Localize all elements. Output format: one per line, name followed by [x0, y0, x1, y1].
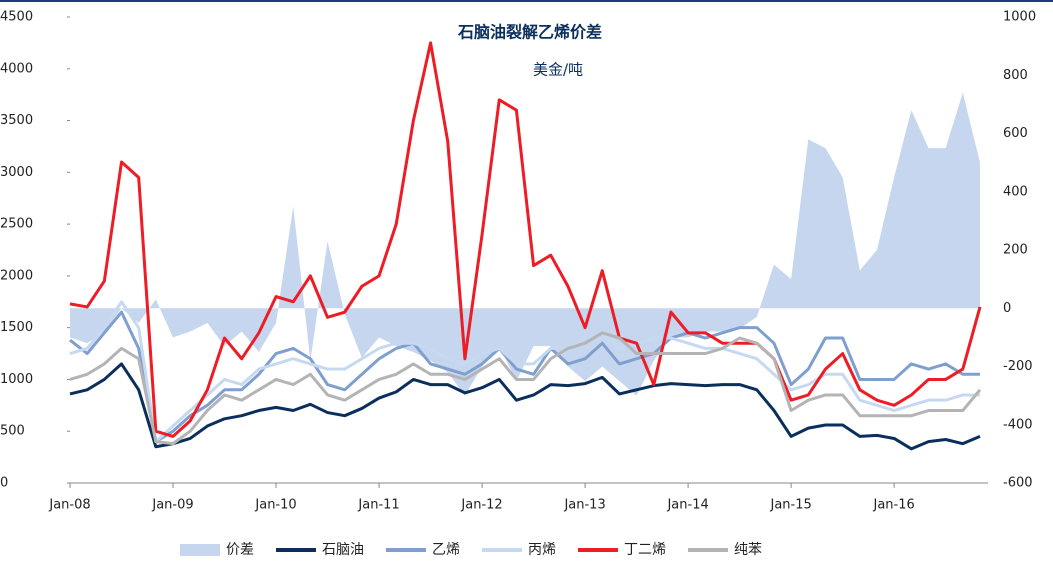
legend-swatch — [180, 544, 220, 556]
line — [69, 331, 982, 446]
plot — [69, 41, 982, 451]
x-tick-label: Jan-11 — [357, 498, 399, 513]
line — [69, 362, 981, 451]
y2-tick-label: -600 — [1003, 476, 1033, 491]
chart-subtitle: 美金/吨 — [533, 61, 583, 79]
legend-label: 石脑油 — [322, 542, 364, 558]
y2-tick-label: 400 — [1003, 184, 1028, 199]
legend-label: 乙烯 — [432, 542, 460, 558]
y-tick-label: 1000 — [0, 372, 33, 387]
legend-label: 纯苯 — [734, 541, 762, 558]
legend-label: 丁二烯 — [624, 542, 666, 558]
y2-tick-label: 1000 — [1003, 10, 1036, 25]
y-tick-label: 2000 — [0, 268, 33, 283]
y-tick-label: 0 — [0, 476, 8, 491]
x-tick-label: Jan-12 — [460, 498, 502, 513]
x-tick-label: Jan-13 — [563, 498, 605, 513]
x-tick-label: Jan-10 — [254, 498, 296, 513]
x-tick-label: Jan-09 — [151, 498, 193, 513]
line — [69, 310, 980, 444]
y2-tick-label: -200 — [1003, 359, 1033, 374]
area — [70, 92, 980, 396]
y-tick-label: 1500 — [0, 320, 33, 335]
y-tick-label: 3000 — [0, 165, 33, 180]
legend-label: 丙烯 — [528, 542, 556, 558]
chart-title: 石脑油裂解乙烯价差 — [457, 23, 602, 42]
y2-tick-label: 800 — [1003, 68, 1028, 83]
line — [69, 41, 982, 438]
y-tick-label: 500 — [0, 424, 25, 439]
y-tick-label: 4000 — [0, 61, 33, 76]
x-tick-label: Jan-08 — [48, 498, 90, 513]
legend-label: 价差 — [226, 542, 254, 558]
y-tick-label: 3500 — [0, 113, 33, 128]
y2-tick-label: 600 — [1003, 126, 1028, 141]
y-tick-label: 4500 — [0, 10, 33, 25]
y-tick-label: 2500 — [0, 217, 33, 232]
y2-tick-label: 200 — [1003, 243, 1028, 258]
y2-tick-label: 0 — [1003, 301, 1011, 316]
y2-tick-label: -400 — [1003, 417, 1033, 432]
x-tick-label: Jan-16 — [873, 498, 915, 513]
line — [69, 300, 980, 444]
x-tick-label: Jan-15 — [769, 498, 811, 513]
x-tick-label: Jan-14 — [666, 498, 708, 513]
